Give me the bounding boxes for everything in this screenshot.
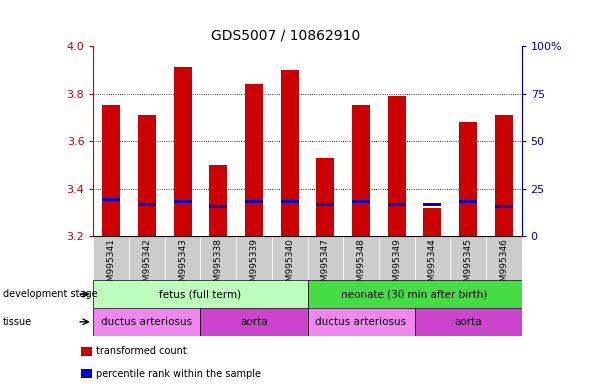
Bar bbox=[343, 236, 379, 280]
Bar bbox=[495, 115, 513, 236]
Text: GSM995344: GSM995344 bbox=[428, 238, 437, 293]
Text: neonate (30 min after birth): neonate (30 min after birth) bbox=[341, 289, 488, 299]
Bar bbox=[200, 308, 308, 336]
Bar bbox=[308, 280, 522, 308]
Text: fetus (full term): fetus (full term) bbox=[159, 289, 242, 299]
Text: aorta: aorta bbox=[240, 317, 268, 327]
Bar bbox=[281, 70, 298, 236]
Bar bbox=[93, 236, 129, 280]
Bar bbox=[138, 203, 156, 205]
Bar bbox=[423, 208, 441, 236]
Bar bbox=[308, 236, 343, 280]
Text: GSM995339: GSM995339 bbox=[250, 238, 259, 293]
Bar bbox=[317, 158, 334, 236]
Bar bbox=[174, 68, 192, 236]
Text: development stage: development stage bbox=[3, 289, 98, 299]
Bar bbox=[415, 308, 522, 336]
Bar bbox=[352, 200, 370, 203]
Text: aorta: aorta bbox=[454, 317, 482, 327]
Bar bbox=[138, 115, 156, 236]
Bar bbox=[450, 236, 486, 280]
Bar bbox=[352, 106, 370, 236]
Text: GSM995345: GSM995345 bbox=[464, 238, 473, 293]
Bar bbox=[200, 236, 236, 280]
Text: GSM995342: GSM995342 bbox=[142, 238, 151, 293]
Text: GSM995338: GSM995338 bbox=[214, 238, 223, 293]
Bar bbox=[308, 308, 414, 336]
Bar bbox=[495, 205, 513, 208]
Bar bbox=[388, 203, 406, 205]
Text: tissue: tissue bbox=[3, 317, 32, 327]
Bar bbox=[103, 198, 120, 201]
Text: ductus arteriosus: ductus arteriosus bbox=[315, 317, 406, 327]
Bar bbox=[459, 122, 477, 236]
Bar bbox=[209, 205, 227, 208]
Title: GDS5007 / 10862910: GDS5007 / 10862910 bbox=[212, 28, 361, 42]
Bar bbox=[81, 347, 92, 356]
Bar bbox=[245, 200, 263, 203]
Bar bbox=[103, 106, 120, 236]
Bar bbox=[486, 236, 522, 280]
Bar bbox=[174, 200, 192, 203]
Bar bbox=[317, 203, 334, 205]
Bar bbox=[81, 369, 92, 378]
Bar bbox=[93, 280, 308, 308]
Text: GSM995348: GSM995348 bbox=[356, 238, 365, 293]
Bar bbox=[459, 200, 477, 203]
Text: percentile rank within the sample: percentile rank within the sample bbox=[96, 369, 262, 379]
Bar bbox=[209, 165, 227, 236]
Text: GSM995340: GSM995340 bbox=[285, 238, 294, 293]
Text: GSM995347: GSM995347 bbox=[321, 238, 330, 293]
Bar bbox=[423, 203, 441, 205]
Text: transformed count: transformed count bbox=[96, 346, 187, 356]
Bar bbox=[129, 236, 165, 280]
Bar bbox=[281, 200, 298, 203]
Bar bbox=[379, 236, 415, 280]
Bar bbox=[415, 236, 450, 280]
Bar bbox=[236, 236, 272, 280]
Text: ductus arteriosus: ductus arteriosus bbox=[101, 317, 192, 327]
Bar bbox=[93, 308, 200, 336]
Bar bbox=[272, 236, 308, 280]
Text: GSM995349: GSM995349 bbox=[392, 238, 401, 293]
Text: GSM995346: GSM995346 bbox=[499, 238, 508, 293]
Bar bbox=[165, 236, 200, 280]
Bar bbox=[245, 84, 263, 236]
Text: GSM995341: GSM995341 bbox=[107, 238, 116, 293]
Bar bbox=[388, 96, 406, 236]
Text: GSM995343: GSM995343 bbox=[178, 238, 187, 293]
